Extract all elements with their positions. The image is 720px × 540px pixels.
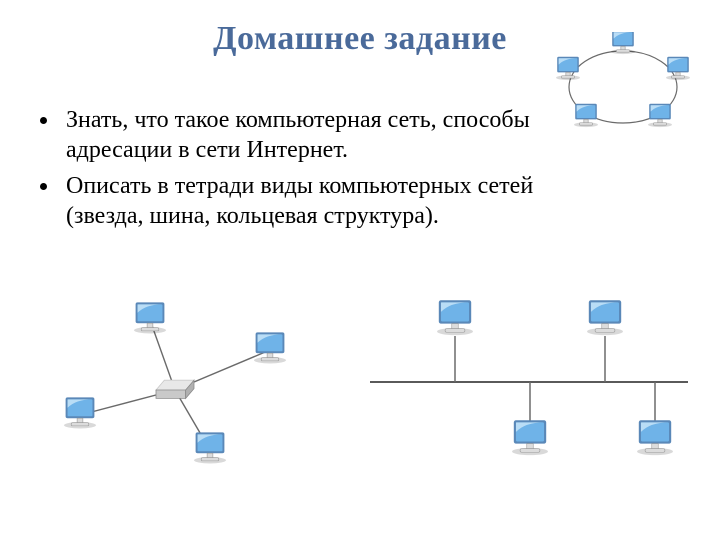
ring-topology-diagram (548, 32, 698, 142)
bus-topology-diagram (370, 290, 690, 480)
computer-icon (666, 57, 690, 80)
computer-icon (134, 302, 166, 333)
star-topology-diagram (45, 290, 305, 480)
computer-icon (512, 420, 548, 455)
computer-icon (637, 420, 673, 455)
computer-icon (437, 300, 473, 335)
computer-icon (254, 332, 286, 363)
computer-icon (648, 104, 672, 127)
computer-icon (611, 32, 635, 54)
computer-icon (194, 432, 226, 463)
computer-icon (64, 397, 96, 428)
hub-icon (156, 380, 194, 398)
slide: Домашнее задание Знать, что такое компью… (0, 0, 720, 540)
computer-icon (556, 57, 580, 80)
list-item: Знать, что такое компьютерная сеть, спос… (60, 105, 586, 165)
computer-icon (574, 104, 598, 127)
bullet-list: Знать, что такое компьютерная сеть, спос… (46, 105, 586, 237)
computer-icon (587, 300, 623, 335)
list-item: Описать в тетради виды компьютерных сете… (60, 171, 586, 231)
